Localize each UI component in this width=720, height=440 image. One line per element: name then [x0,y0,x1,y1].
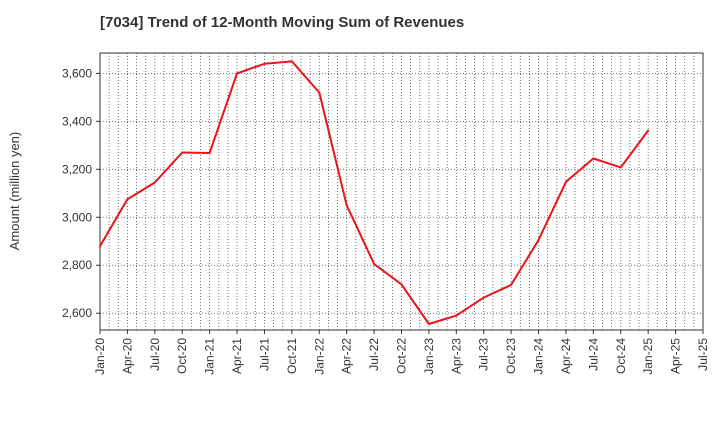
data-point [564,180,567,183]
y-axis-title: Amount (million yen) [7,132,22,251]
data-point [373,263,376,266]
data-point [455,314,458,317]
data-point [318,91,321,94]
y-tick-label: 3,000 [62,210,92,224]
data-point [592,157,595,160]
x-tick-label: Jul-21 [257,338,271,371]
series [99,60,650,326]
data-point [290,60,293,63]
data-point [345,204,348,207]
data-point [263,62,266,65]
data-point [153,181,156,184]
y-tick-label: 3,400 [62,114,92,128]
x-tick-label: Apr-23 [449,338,463,374]
x-tick-label: Apr-22 [340,338,354,374]
x-tick-label: Apr-25 [669,338,683,374]
data-point [126,198,129,201]
x-tick-label: Oct-20 [175,338,189,374]
data-point [537,239,540,242]
x-tick-label: Jul-25 [696,338,710,371]
data-point [619,166,622,169]
data-point [400,283,403,286]
data-point [427,323,430,326]
x-tick-label: Apr-24 [559,338,573,374]
y-tick-label: 2,600 [62,306,92,320]
x-tick-label: Oct-24 [614,338,628,374]
x-tick-label: Jan-23 [422,338,436,375]
data-point [647,129,650,132]
chart-title: [7034] Trend of 12-Month Moving Sum of R… [100,14,465,31]
y-tick-label: 2,800 [62,258,92,272]
x-tick-label: Jan-21 [203,338,217,375]
x-tick-label: Jul-22 [367,338,381,371]
x-tick-label: Jul-20 [148,338,162,371]
x-tick-label: Oct-23 [504,338,518,374]
x-tick-label: Jan-22 [312,338,326,375]
x-tick-label: Jan-24 [532,338,546,375]
x-tick-label: Oct-22 [395,338,409,374]
x-tick-label: Apr-20 [120,338,134,374]
x-tick-label: Jan-20 [93,338,107,375]
data-point [482,296,485,299]
data-point [236,72,239,75]
x-axis-tick-labels: Jan-20 Apr-20 Jul-20 Oct-20 Jan-21 Apr-21 Jul-… [93,330,710,375]
x-tick-label: Jan-25 [641,338,655,375]
data-point [510,283,513,286]
y-tick-label: 3,200 [62,162,92,176]
data-point [99,245,101,248]
x-tick-label: Apr-21 [230,338,244,374]
y-tick-label: 3,600 [62,66,92,80]
x-tick-label: Jul-23 [477,338,491,371]
data-point [181,151,184,154]
y-axis-tick-labels: 2,600 2,800 3,000 3,200 3,400 3,600 [62,66,100,320]
x-tick-label: Jul-24 [586,338,600,371]
grid [100,53,703,330]
x-tick-label: Oct-21 [285,338,299,374]
data-point [208,152,211,155]
